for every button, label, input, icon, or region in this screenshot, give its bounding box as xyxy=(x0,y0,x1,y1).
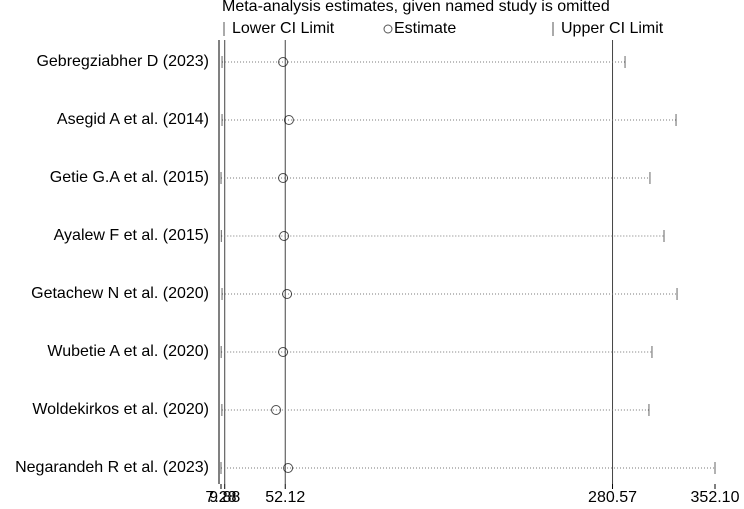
estimate-marker xyxy=(271,405,282,415)
legend-label: Estimate xyxy=(394,20,456,37)
row-label: Gebregziabher D (2023) xyxy=(36,53,209,70)
row-label: Getie G.A et al. (2015) xyxy=(50,169,209,186)
x-tick-label: 280.57 xyxy=(588,489,637,506)
row-label: Asegid A et al. (2014) xyxy=(57,111,209,128)
estimate-marker xyxy=(278,57,289,67)
estimate-marker xyxy=(283,463,294,473)
estimate-marker xyxy=(278,347,289,357)
estimate-marker xyxy=(278,173,289,183)
x-tick-label: 9.88 xyxy=(209,489,240,506)
x-tick-label: 352.10 xyxy=(691,489,740,506)
legend-label: Upper CI Limit xyxy=(561,20,664,37)
estimate-marker xyxy=(282,289,293,299)
legend-label: Lower CI Limit xyxy=(232,20,335,37)
estimate-marker xyxy=(279,231,290,241)
x-tick-label: 52.12 xyxy=(265,489,305,506)
row-label: Wubetie A et al. (2020) xyxy=(47,343,209,360)
legend-marker xyxy=(383,24,393,34)
row-label: Getachew N et al. (2020) xyxy=(31,285,209,302)
chart-title: Meta-analysis estimates, given named stu… xyxy=(222,0,610,15)
row-label: Ayalew F et al. (2015) xyxy=(54,227,209,244)
estimate-marker xyxy=(283,115,294,125)
row-label: Woldekirkos et al. (2020) xyxy=(32,401,209,418)
x-tick-label: 7.28 xyxy=(205,489,236,506)
row-label: Negarandeh R et al. (2023) xyxy=(15,459,209,476)
